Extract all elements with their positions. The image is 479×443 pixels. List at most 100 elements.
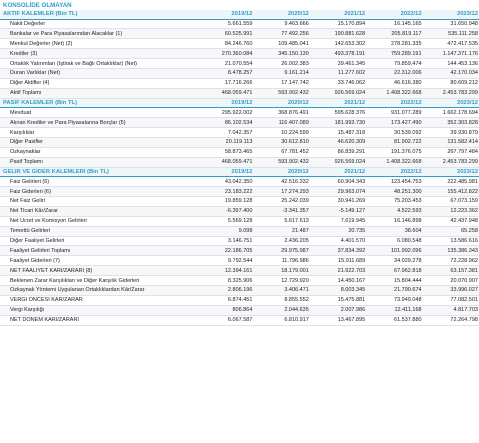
row-value: 270.360.084 xyxy=(221,50,253,57)
section-table: GELİR VE GİDER KALEMLERİ (Bin TL) 2019/12… xyxy=(0,167,479,326)
table-row: Bankalar ve Para Piyasalarından Alacakla… xyxy=(0,29,479,40)
row-value: 593.902.432 xyxy=(278,159,309,166)
row-value: 1.147.371.176 xyxy=(442,50,478,57)
row-value: 9.792.544 xyxy=(227,257,253,264)
row-value: 31.650.948 xyxy=(450,21,478,28)
row-value: 22.186.705 xyxy=(224,247,253,254)
row-label: NET DÖNEM KÂRI/ZARARI xyxy=(10,317,79,324)
row-value: 222.485.981 xyxy=(447,178,478,185)
row-value: 21.922.703 xyxy=(337,267,366,274)
row-value: 60.525.991 xyxy=(224,30,253,37)
row-value: 6.810.917 xyxy=(284,317,309,324)
row-label: Karşılıklar xyxy=(10,129,35,136)
row-value: 7.619.945 xyxy=(340,218,366,225)
row-value: 8.855.552 xyxy=(284,297,309,304)
row-value: 30.539.092 xyxy=(394,129,422,136)
row-label: Özkaynak Yöntemi Uygulanan Ortaklıklarda… xyxy=(10,287,145,294)
table-row: Karşılıklar 7.042.357 10.224.599 15.487.318… xyxy=(0,128,479,138)
row-label: Krediler (3) xyxy=(10,50,38,57)
row-label: Vergi Karşılığı xyxy=(10,307,45,314)
table-row: Özkaynaklar 58.873.465 67.781.452 86.839.29… xyxy=(0,148,479,158)
table-row: Net Faiz Geliri 19.859.128 25.242.039 30.94… xyxy=(0,197,479,207)
row-label: Mevduat xyxy=(10,109,32,116)
table-row: Krediler (3) 270.360.084 345.150.130 493.37… xyxy=(0,49,479,60)
table-row: Diğer Pasifler 20.119.113 30.612.810 46.620… xyxy=(0,137,479,148)
financial-tables: AKTİF KALEMLER (Bin TL) 2019/12 2020/12 202… xyxy=(0,10,479,326)
table-row: Ortaklık Yatırımları (İştirak ve Bağlı O… xyxy=(0,59,479,70)
row-value: 173.427.490 xyxy=(390,119,422,126)
row-value: 806.864 xyxy=(232,307,253,314)
row-value: 13.586.616 xyxy=(450,238,478,245)
table-row: Faiz Gelirleri (6) 43.042.350 42.516.332 60… xyxy=(0,177,479,188)
row-value: 39.461.345 xyxy=(337,60,366,67)
row-value: 12.394.161 xyxy=(224,267,253,274)
row-value: 352.303.828 xyxy=(447,119,478,126)
row-value: 109.485.041 xyxy=(278,40,309,47)
year-column-header: 2020/12 xyxy=(287,11,309,18)
row-value: 17.274.293 xyxy=(281,188,309,195)
row-value: 9.161.214 xyxy=(284,70,309,77)
row-value: 80.609.212 xyxy=(450,80,478,87)
row-value: 368.876.491 xyxy=(278,109,309,116)
row-label: Alınan Krediler ve Para Piyasalarına Bor… xyxy=(10,119,126,126)
table-row: Nakit Değerler 5.661.559 9.463.666 15.170.8… xyxy=(0,20,479,30)
row-value: 20.070.907 xyxy=(450,277,478,284)
row-value: 535.111.258 xyxy=(448,30,478,37)
row-value: 7.042.357 xyxy=(227,129,253,136)
row-value: 4.401.570 xyxy=(340,238,366,245)
row-value: -3.341.357 xyxy=(282,208,309,215)
row-value: 116.407.089 xyxy=(278,119,309,126)
row-value: 593.902.432 xyxy=(278,90,309,97)
row-value: 131.582.414 xyxy=(447,139,478,146)
row-value: 6.874.451 xyxy=(227,297,253,304)
row-value: 468.059.471 xyxy=(221,159,253,166)
row-value: 67.073.159 xyxy=(450,198,478,205)
table-row: Diğer Aktifler (4) 17.716.266 17.147.742 33… xyxy=(0,79,479,89)
row-value: 79.859.474 xyxy=(394,60,422,67)
row-label: Beklenen Zarar Karşılıkları ve Diğer Kar… xyxy=(10,277,140,284)
row-value: 46.620.309 xyxy=(337,139,366,146)
row-label: Faiz Gelirleri (6) xyxy=(10,178,50,185)
table-row: Vergi Karşılığı 806.864 2.044.635 2.007.986… xyxy=(0,305,479,316)
row-label: Net Ticari Kâr/Zarar xyxy=(10,208,58,215)
year-column-header: 2019/12 xyxy=(231,11,253,18)
table-row: Temettü Gelirleri 9.098 21.487 20.735 38.604… xyxy=(0,226,479,237)
row-value: 33.746.062 xyxy=(337,80,366,87)
row-value: 75.203.453 xyxy=(394,198,422,205)
row-value: 2.806.196 xyxy=(227,287,253,294)
row-value: 39.930.879 xyxy=(450,129,478,136)
year-column-header: 2023/12 xyxy=(456,100,478,107)
row-value: 205.819.117 xyxy=(391,30,422,37)
row-value: 278.281.335 xyxy=(390,40,422,47)
row-value: 29.975.987 xyxy=(281,247,309,254)
row-value: 295.922.002 xyxy=(221,109,253,116)
row-value: 12.729.920 xyxy=(281,277,309,284)
row-value: 6.080.548 xyxy=(397,238,422,245)
row-label: Faiz Giderleri (6) xyxy=(10,188,51,195)
year-column-header: 2023/12 xyxy=(456,168,478,175)
section-header-row: GELİR VE GİDER KALEMLERİ (Bin TL) 2019/12… xyxy=(0,167,479,178)
row-value: 2.453.783.299 xyxy=(442,159,478,166)
table-row: Alınan Krediler ve Para Piyasalarına Bor… xyxy=(0,118,479,129)
row-value: 11.796.986 xyxy=(281,257,309,264)
row-label: VERGİ ÖNCESİ KÂR/ZARAR xyxy=(10,297,83,304)
row-value: 34.029.278 xyxy=(394,257,422,264)
row-value: 81.902.722 xyxy=(394,139,422,146)
row-value: 493.378.191 xyxy=(334,50,366,57)
row-label: Duran Varlıklar (Net) xyxy=(10,70,61,77)
row-label: Özkaynaklar xyxy=(10,149,41,156)
section-title: PASİF KALEMLER (Bin TL) xyxy=(3,100,77,107)
row-value: 3.146.751 xyxy=(227,238,253,245)
row-value: 1.408.322.668 xyxy=(386,90,422,97)
row-value: 15.911.689 xyxy=(338,257,366,264)
row-label: Pasif Toplamı xyxy=(10,159,43,166)
row-label: Menkul Değerler (Net) (2) xyxy=(10,40,73,47)
row-value: 38.604 xyxy=(404,228,422,235)
section-header-row: PASİF KALEMLER (Bin TL) 2019/12 2020/12 202… xyxy=(0,98,479,109)
row-value: 2.007.986 xyxy=(340,307,366,314)
row-value: 46.616.380 xyxy=(394,80,422,87)
row-value: 67.781.452 xyxy=(281,149,309,156)
row-value: 123.454.753 xyxy=(390,178,422,185)
row-value: 67.962.818 xyxy=(394,267,422,274)
row-value: 22.312.006 xyxy=(394,70,422,77)
